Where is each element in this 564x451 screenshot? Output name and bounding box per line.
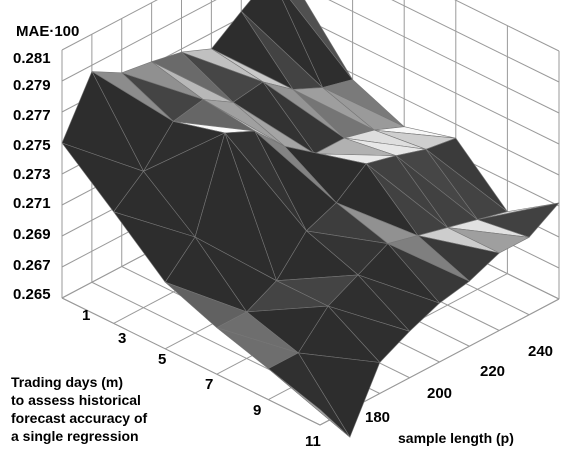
- m-axis-line: [61, 297, 321, 426]
- m-axis-title-line: Trading days (m): [11, 374, 123, 390]
- m-axis-title: Trading days (m) to assess historical fo…: [11, 374, 148, 444]
- side-wall-gridline: [328, 0, 560, 114]
- z-axis-title: MAE·100: [16, 23, 79, 40]
- m-tick-label: 11: [305, 433, 321, 450]
- p-axis-tick-labels: 180 200 220 240: [365, 343, 553, 426]
- p-tick-label: 220: [480, 363, 505, 380]
- z-tick-label: 0.275: [13, 137, 51, 154]
- z-axis-tick-labels: 0.281 0.279 0.277 0.275 0.273 0.271 0.26…: [13, 50, 51, 303]
- z-tick-label: 0.279: [13, 77, 51, 94]
- back-wall-gridline: [61, 0, 158, 51]
- side-wall-gridline: [300, 16, 560, 145]
- z-tick-label: 0.277: [13, 107, 51, 124]
- m-tick-label: 1: [82, 307, 90, 324]
- m-tick-label: 7: [205, 376, 213, 393]
- m-tick-label: 5: [158, 351, 166, 368]
- z-tick-label: 0.267: [13, 257, 51, 274]
- m-axis-title-line: forecast accuracy of: [11, 410, 148, 426]
- surface-facet: [268, 368, 351, 438]
- z-tick-label: 0.273: [13, 166, 51, 183]
- z-tick-label: 0.269: [13, 226, 51, 243]
- m-axis-tick-labels: 1 3 5 7 9 11: [82, 307, 321, 450]
- p-tick-label: 240: [528, 343, 553, 360]
- m-tick-label: 9: [253, 402, 261, 419]
- z-tick-label: 0.271: [13, 195, 51, 212]
- m-axis-title-line: a single regression: [11, 428, 139, 444]
- p-axis-title: sample length (p): [398, 430, 514, 446]
- p-tick-label: 180: [365, 409, 390, 426]
- side-wall-gridline: [391, 0, 560, 83]
- side-wall-gridline: [454, 0, 560, 52]
- z-tick-label: 0.281: [13, 50, 51, 67]
- m-tick-label: 3: [118, 330, 126, 347]
- m-axis-title-line: to assess historical: [11, 392, 141, 408]
- surface-mesh: [61, 0, 560, 438]
- z-tick-label: 0.265: [13, 286, 51, 303]
- p-tick-label: 200: [427, 385, 452, 402]
